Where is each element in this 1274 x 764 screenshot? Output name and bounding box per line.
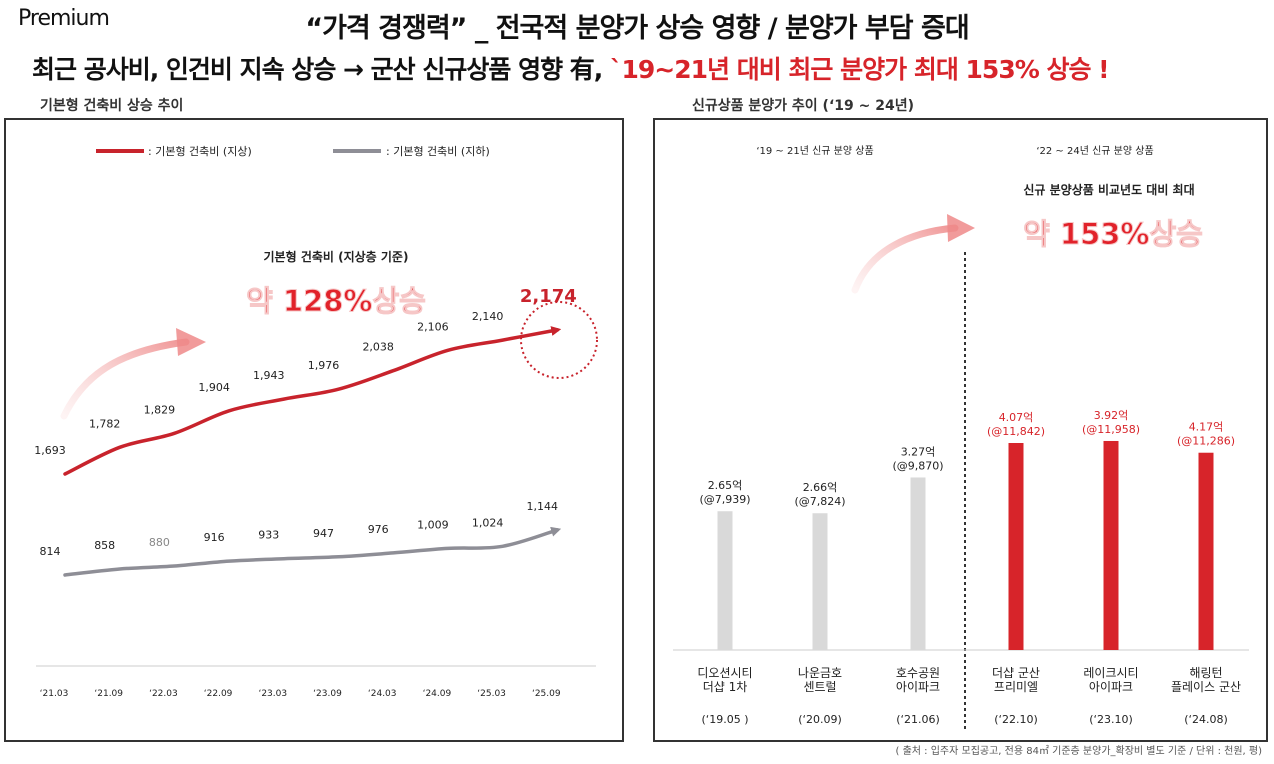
- legend-label-above: : 기본형 건축비 (지상): [148, 145, 252, 158]
- data-label: 1,693: [34, 444, 66, 457]
- data-label: 2,106: [417, 320, 449, 333]
- premium-badge: Premium: [18, 6, 110, 31]
- line-chart-marks: 1,693 1,782 1,829 1,904 1,943 1,976 2,038 2,106…: [34, 286, 577, 699]
- trend-swoosh-head-icon: [176, 328, 206, 356]
- subtitle-red: `19~21년 대비 최근 분양가 최대 153% 상승 !: [609, 55, 1110, 84]
- x-tick-label: ‘22.09: [204, 689, 233, 699]
- group-label-early: ‘19 ~ 21년 신규 분양 상품: [756, 145, 873, 157]
- highlight-circle: [520, 301, 598, 379]
- bar-category-label: 플레이스 군산: [1171, 680, 1241, 694]
- bar-trend-swoosh-icon: [851, 224, 959, 294]
- bar-date-label: (‘19.05 ): [701, 713, 748, 726]
- data-label: 2,038: [362, 341, 394, 354]
- line-chart-panel: : 기본형 건축비 (지상) : 기본형 건축비 (지하) 기본형 건축비 (지…: [4, 118, 624, 742]
- subtitle-black: 최근 공사비, 인건비 지속 상승 → 군산 신규상품 영향 有,: [32, 55, 610, 84]
- bar-category-label: 아이파크: [1089, 680, 1133, 694]
- bar: [812, 513, 828, 650]
- source-note: ( 출처 : 입주자 모집공고, 전용 84㎡ 기준층 분양가_확장비 별도 기…: [895, 746, 1262, 757]
- bar-category-label: 호수공원: [896, 666, 940, 680]
- data-label: 947: [313, 527, 334, 540]
- bar-value-label: 2.66억: [803, 481, 838, 494]
- data-label: 1,024: [472, 516, 504, 529]
- data-label: 1,782: [89, 417, 121, 430]
- page-subtitle: 최근 공사비, 인건비 지속 상승 → 군산 신규상품 영향 有, `19~21…: [32, 50, 1110, 86]
- x-tick-label: ‘24.03: [368, 689, 397, 699]
- bar-unit-price-label: (@7,939): [699, 493, 750, 506]
- bar-annotation-caption: 신규 분양상품 비교년도 대비 최대: [1023, 182, 1194, 197]
- bar-category-label: 나운금호: [798, 666, 842, 680]
- bar-unit-price-label: (@11,286): [1177, 435, 1235, 448]
- data-label: 2,140: [472, 310, 504, 323]
- bar-value-label: 3.27억: [901, 445, 936, 458]
- bar-date-label: (‘24.08): [1184, 713, 1228, 726]
- bar-date-label: (‘23.10): [1089, 713, 1133, 726]
- bar-category-label: 프리미엘: [994, 680, 1038, 694]
- bar-chart: ‘19 ~ 21년 신규 분양 상품 ‘22 ~ 24년 신규 분양 상품 신규…: [673, 145, 1249, 732]
- right-section-title: 신규상품 분양가 추이 (‘19 ~ 24년): [692, 98, 914, 114]
- bar-category-label: 디오션시티: [697, 666, 752, 680]
- line-chart: : 기본형 건축비 (지상) : 기본형 건축비 (지하) 기본형 건축비 (지…: [34, 144, 598, 699]
- bar-date-label: (‘22.10): [994, 713, 1038, 726]
- bar-category-label: 센트럴: [803, 680, 836, 694]
- series-line-above: [63, 326, 562, 476]
- data-label: 2,174: [520, 286, 577, 307]
- bar-unit-price-label: (@11,842): [987, 425, 1045, 438]
- line-annotation-big: 약 128%상승: [246, 284, 426, 318]
- bar: [910, 477, 926, 650]
- bar-unit-price-label: (@11,958): [1082, 423, 1140, 436]
- trend-swoosh-icon: [60, 338, 190, 420]
- data-label: 1,976: [308, 359, 340, 372]
- data-label: 1,943: [253, 369, 285, 382]
- x-tick-label: ‘24.09: [423, 689, 452, 699]
- page-title: “가격 경쟁력” _ 전국적 분양가 상승 영향 / 분양가 부담 증대: [305, 13, 969, 44]
- data-label: 1,144: [527, 500, 559, 513]
- bar-trend-swoosh-head-icon: [947, 214, 975, 242]
- data-label: 858: [94, 539, 115, 552]
- bar: [717, 511, 733, 650]
- bar-category-label: 더샵 군산: [992, 666, 1040, 680]
- bar-category-label: 해링턴: [1189, 666, 1222, 680]
- bar-chart-panel: ‘19 ~ 21년 신규 분양 상품 ‘22 ~ 24년 신규 분양 상품 신규…: [653, 118, 1268, 742]
- left-section-title: 기본형 건축비 상승 추이: [40, 98, 184, 114]
- series-line-below: [63, 526, 562, 577]
- x-tick-label: ‘21.03: [40, 689, 69, 699]
- x-tick-label: ‘23.09: [313, 689, 342, 699]
- data-label: 916: [204, 531, 225, 544]
- data-label: 933: [258, 529, 279, 542]
- data-label: 1,904: [198, 381, 230, 394]
- x-tick-label: ‘25.03: [477, 689, 506, 699]
- data-label: 1,009: [417, 518, 449, 531]
- bar-value-label: 3.92억: [1094, 409, 1129, 422]
- bar: [1008, 443, 1024, 650]
- x-tick-label: ‘22.03: [149, 689, 178, 699]
- bar-category-label: 더샵 1차: [703, 680, 748, 694]
- bar-unit-price-label: (@9,870): [892, 459, 943, 472]
- bar-value-label: 4.17억: [1189, 421, 1224, 434]
- bar-category-label: 아이파크: [896, 680, 940, 694]
- data-label: 1,829: [144, 403, 176, 416]
- x-tick-label: ‘25.09: [532, 689, 561, 699]
- group-label-recent: ‘22 ~ 24년 신규 분양 상품: [1036, 145, 1153, 157]
- legend-label-below: : 기본형 건축비 (지하): [386, 144, 490, 158]
- bar-category-label: 레이크시티: [1083, 666, 1138, 680]
- bar: [1198, 452, 1214, 650]
- bar-unit-price-label: (@7,824): [794, 495, 845, 508]
- bar: [1103, 440, 1119, 650]
- data-label: 976: [368, 523, 389, 536]
- data-label: 814: [40, 545, 61, 558]
- bar-date-label: (‘20.09): [798, 713, 842, 726]
- bar-date-label: (‘21.06): [896, 713, 940, 726]
- x-tick-label: ‘23.03: [258, 689, 287, 699]
- line-annotation-title: 기본형 건축비 (지상층 기준): [264, 249, 409, 264]
- x-tick-label: ‘21.09: [94, 689, 123, 699]
- bar-value-label: 2.65억: [708, 479, 743, 492]
- bar-value-label: 4.07억: [999, 411, 1034, 424]
- data-label: 880: [149, 536, 170, 549]
- bar-annotation-big: 약 153%상승: [1023, 217, 1203, 251]
